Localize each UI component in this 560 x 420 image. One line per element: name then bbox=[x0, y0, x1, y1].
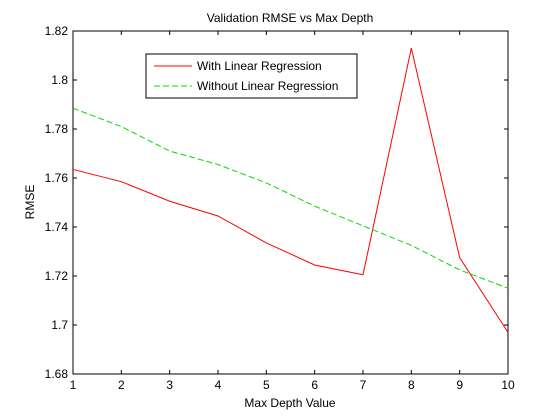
y-tick-label: 1.74 bbox=[45, 220, 69, 234]
x-axis-label: Max Depth Value bbox=[244, 396, 335, 410]
legend-label-with-linear-regression: With Linear Regression bbox=[197, 59, 322, 73]
x-tick-label: 2 bbox=[118, 378, 125, 392]
x-tick-label: 1 bbox=[70, 378, 77, 392]
y-tick-label: 1.78 bbox=[45, 122, 69, 136]
legend-box bbox=[145, 53, 358, 99]
x-tick-label: 6 bbox=[311, 378, 318, 392]
y-tick-label: 1.72 bbox=[45, 269, 69, 283]
data-series bbox=[72, 48, 509, 333]
x-tick-label: 10 bbox=[501, 378, 515, 392]
x-tick-label: 7 bbox=[360, 378, 367, 392]
x-tick-label: 4 bbox=[215, 378, 222, 392]
axis-ticks: 1 2 3 4 5 6 7 8 9 10 1.68 1.7 1.72 1.74 1.76 1.78 1.8 1.8… bbox=[45, 24, 515, 392]
x-tick-label: 3 bbox=[166, 378, 173, 392]
y-tick-label: 1.76 bbox=[45, 171, 69, 185]
y-tick-label: 1.7 bbox=[51, 318, 68, 332]
y-tick-label: 1.82 bbox=[45, 24, 69, 38]
x-tick-label: 8 bbox=[408, 378, 415, 392]
legend-label-without-linear-regression: Without Linear Regression bbox=[197, 79, 338, 93]
y-axis-label: RMSE bbox=[23, 185, 37, 220]
series-line-with-linear-regression bbox=[72, 48, 509, 333]
chart-title: Validation RMSE vs Max Depth bbox=[207, 11, 374, 25]
series-line-without-linear-regression bbox=[72, 107, 509, 289]
legend: With Linear Regression Without Linear Re… bbox=[145, 53, 358, 99]
y-tick-label: 1.8 bbox=[51, 73, 68, 87]
y-tick-label: 1.68 bbox=[45, 367, 69, 381]
x-tick-label: 9 bbox=[456, 378, 463, 392]
x-tick-label: 5 bbox=[263, 378, 270, 392]
